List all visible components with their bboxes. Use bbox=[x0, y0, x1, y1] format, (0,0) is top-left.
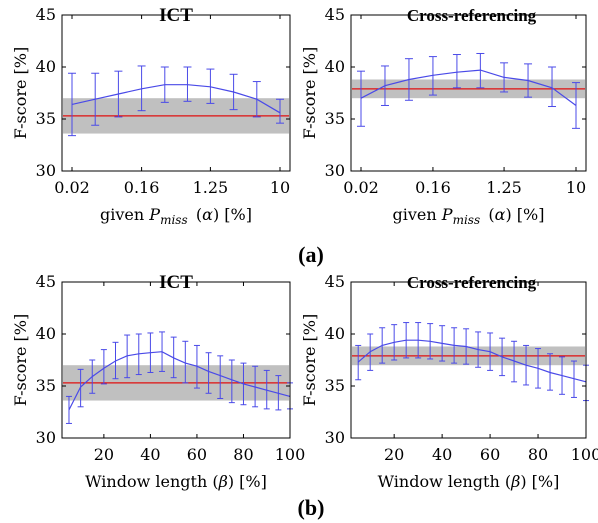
x-tick-label: 100 bbox=[571, 445, 598, 464]
chart-title: Cross-referencing bbox=[407, 6, 537, 25]
x-tick-label: 0.02 bbox=[54, 178, 90, 197]
y-tick-label: 30 bbox=[325, 428, 345, 447]
chart-crossref-beta: 30 35 40 45 20 40 60 80 100 Cross-referencing Wind… bbox=[300, 272, 598, 491]
x-axis-label: given Pmiss (α) [%] bbox=[100, 205, 252, 227]
x-tick-label: 60 bbox=[480, 445, 500, 464]
y-tick-label: 45 bbox=[36, 5, 56, 24]
chart-title: ICT bbox=[159, 272, 193, 293]
x-tick-label: 0.16 bbox=[415, 178, 451, 197]
plot-frame bbox=[61, 14, 291, 172]
x-tick-label: 20 bbox=[94, 445, 114, 464]
y-tick-label: 30 bbox=[36, 428, 56, 447]
plot-frame bbox=[350, 14, 587, 172]
panel-label-a: (a) bbox=[298, 242, 324, 267]
x-axis-label: given Pmiss (α) [%] bbox=[393, 205, 545, 227]
x-tick-label: 1.25 bbox=[486, 178, 522, 197]
x-axis-label: Window length (β) [%] bbox=[85, 472, 267, 491]
y-tick-label: 30 bbox=[36, 161, 56, 180]
chart-title: ICT bbox=[159, 5, 193, 26]
x-tick-label: 10 bbox=[566, 178, 586, 197]
y-axis-label: F-score [%] bbox=[11, 47, 30, 139]
x-tick-label: 1.25 bbox=[193, 178, 229, 197]
chart-title: Cross-referencing bbox=[407, 273, 537, 292]
y-tick-label: 45 bbox=[36, 272, 56, 291]
x-tick-label: 80 bbox=[233, 445, 253, 464]
x-tick-label: 40 bbox=[140, 445, 160, 464]
x-axis-label: Window length (β) [%] bbox=[378, 472, 560, 491]
y-tick-label: 40 bbox=[36, 57, 56, 76]
y-tick-label: 35 bbox=[36, 109, 56, 128]
y-axis-label: F-score [%] bbox=[11, 314, 30, 406]
y-tick-label: 45 bbox=[325, 5, 345, 24]
y-axis-label: F-score [%] bbox=[300, 47, 319, 139]
chart-crossref-alpha: 30 35 40 45 0.02 0.16 1.25 10 Cross-referencing g… bbox=[300, 5, 587, 227]
series-line bbox=[357, 339, 587, 383]
y-tick-label: 35 bbox=[325, 376, 345, 395]
series-line bbox=[68, 351, 291, 411]
series-line bbox=[71, 84, 281, 114]
y-tick-label: 40 bbox=[36, 324, 56, 343]
x-tick-label: 40 bbox=[432, 445, 452, 464]
chart-ict-alpha: 30 35 40 45 0.02 0.16 1.25 10 ICT given Pmiss (α)… bbox=[11, 5, 291, 227]
x-tick-label: 100 bbox=[275, 445, 306, 464]
series-line bbox=[360, 69, 577, 106]
x-tick-label: 20 bbox=[384, 445, 404, 464]
y-tick-label: 35 bbox=[325, 109, 345, 128]
x-tick-label: 0.02 bbox=[343, 178, 379, 197]
x-tick-label: 0.16 bbox=[124, 178, 160, 197]
y-tick-label: 45 bbox=[325, 272, 345, 291]
x-tick-label: 10 bbox=[270, 178, 290, 197]
y-tick-label: 40 bbox=[325, 324, 345, 343]
y-tick-label: 30 bbox=[325, 161, 345, 180]
y-tick-label: 35 bbox=[36, 376, 56, 395]
y-tick-label: 40 bbox=[325, 57, 345, 76]
plot-frame bbox=[350, 281, 587, 439]
x-tick-label: 80 bbox=[528, 445, 548, 464]
y-axis-label: F-score [%] bbox=[300, 314, 319, 406]
x-tick-label: 60 bbox=[187, 445, 207, 464]
panel-label-b: (b) bbox=[298, 495, 325, 520]
plot-frame bbox=[61, 281, 291, 439]
chart-ict-beta: 30 35 40 45 20 40 60 80 100 ICT Window length (β) … bbox=[11, 272, 305, 491]
